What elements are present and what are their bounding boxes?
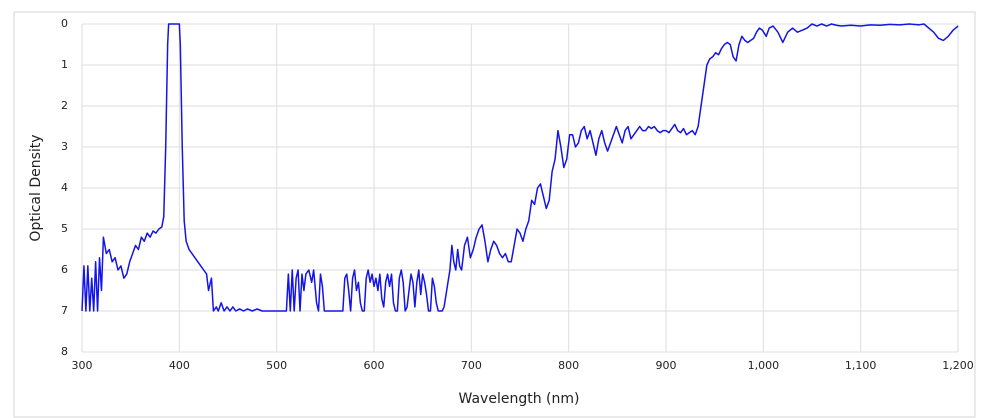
- y-axis-title: Optical Density: [28, 134, 44, 241]
- x-tick-label: 900: [656, 359, 677, 372]
- x-tick-label: 500: [266, 359, 287, 372]
- y-tick-label: 7: [61, 304, 68, 317]
- y-tick-label: 0: [61, 17, 68, 30]
- x-tick-label: 600: [364, 359, 385, 372]
- x-tick-label: 400: [169, 359, 190, 372]
- x-tick-label: 1,100: [845, 359, 877, 372]
- y-tick-label: 5: [61, 222, 68, 235]
- y-tick-label: 8: [61, 345, 68, 358]
- y-tick-label: 2: [61, 99, 68, 112]
- x-tick-label: 1,200: [942, 359, 974, 372]
- chart-frame: [13, 11, 976, 418]
- x-tick-label: 300: [72, 359, 93, 372]
- y-tick-label: 1: [61, 58, 68, 71]
- x-tick-label: 800: [558, 359, 579, 372]
- y-tick-label: 6: [61, 263, 68, 276]
- y-tick-label: 3: [61, 140, 68, 153]
- y-tick-label: 4: [61, 181, 68, 194]
- x-tick-label: 700: [461, 359, 482, 372]
- x-axis-title: Wavelength (nm): [459, 391, 580, 407]
- x-tick-label: 1,000: [748, 359, 780, 372]
- data-line: [81, 23, 959, 312]
